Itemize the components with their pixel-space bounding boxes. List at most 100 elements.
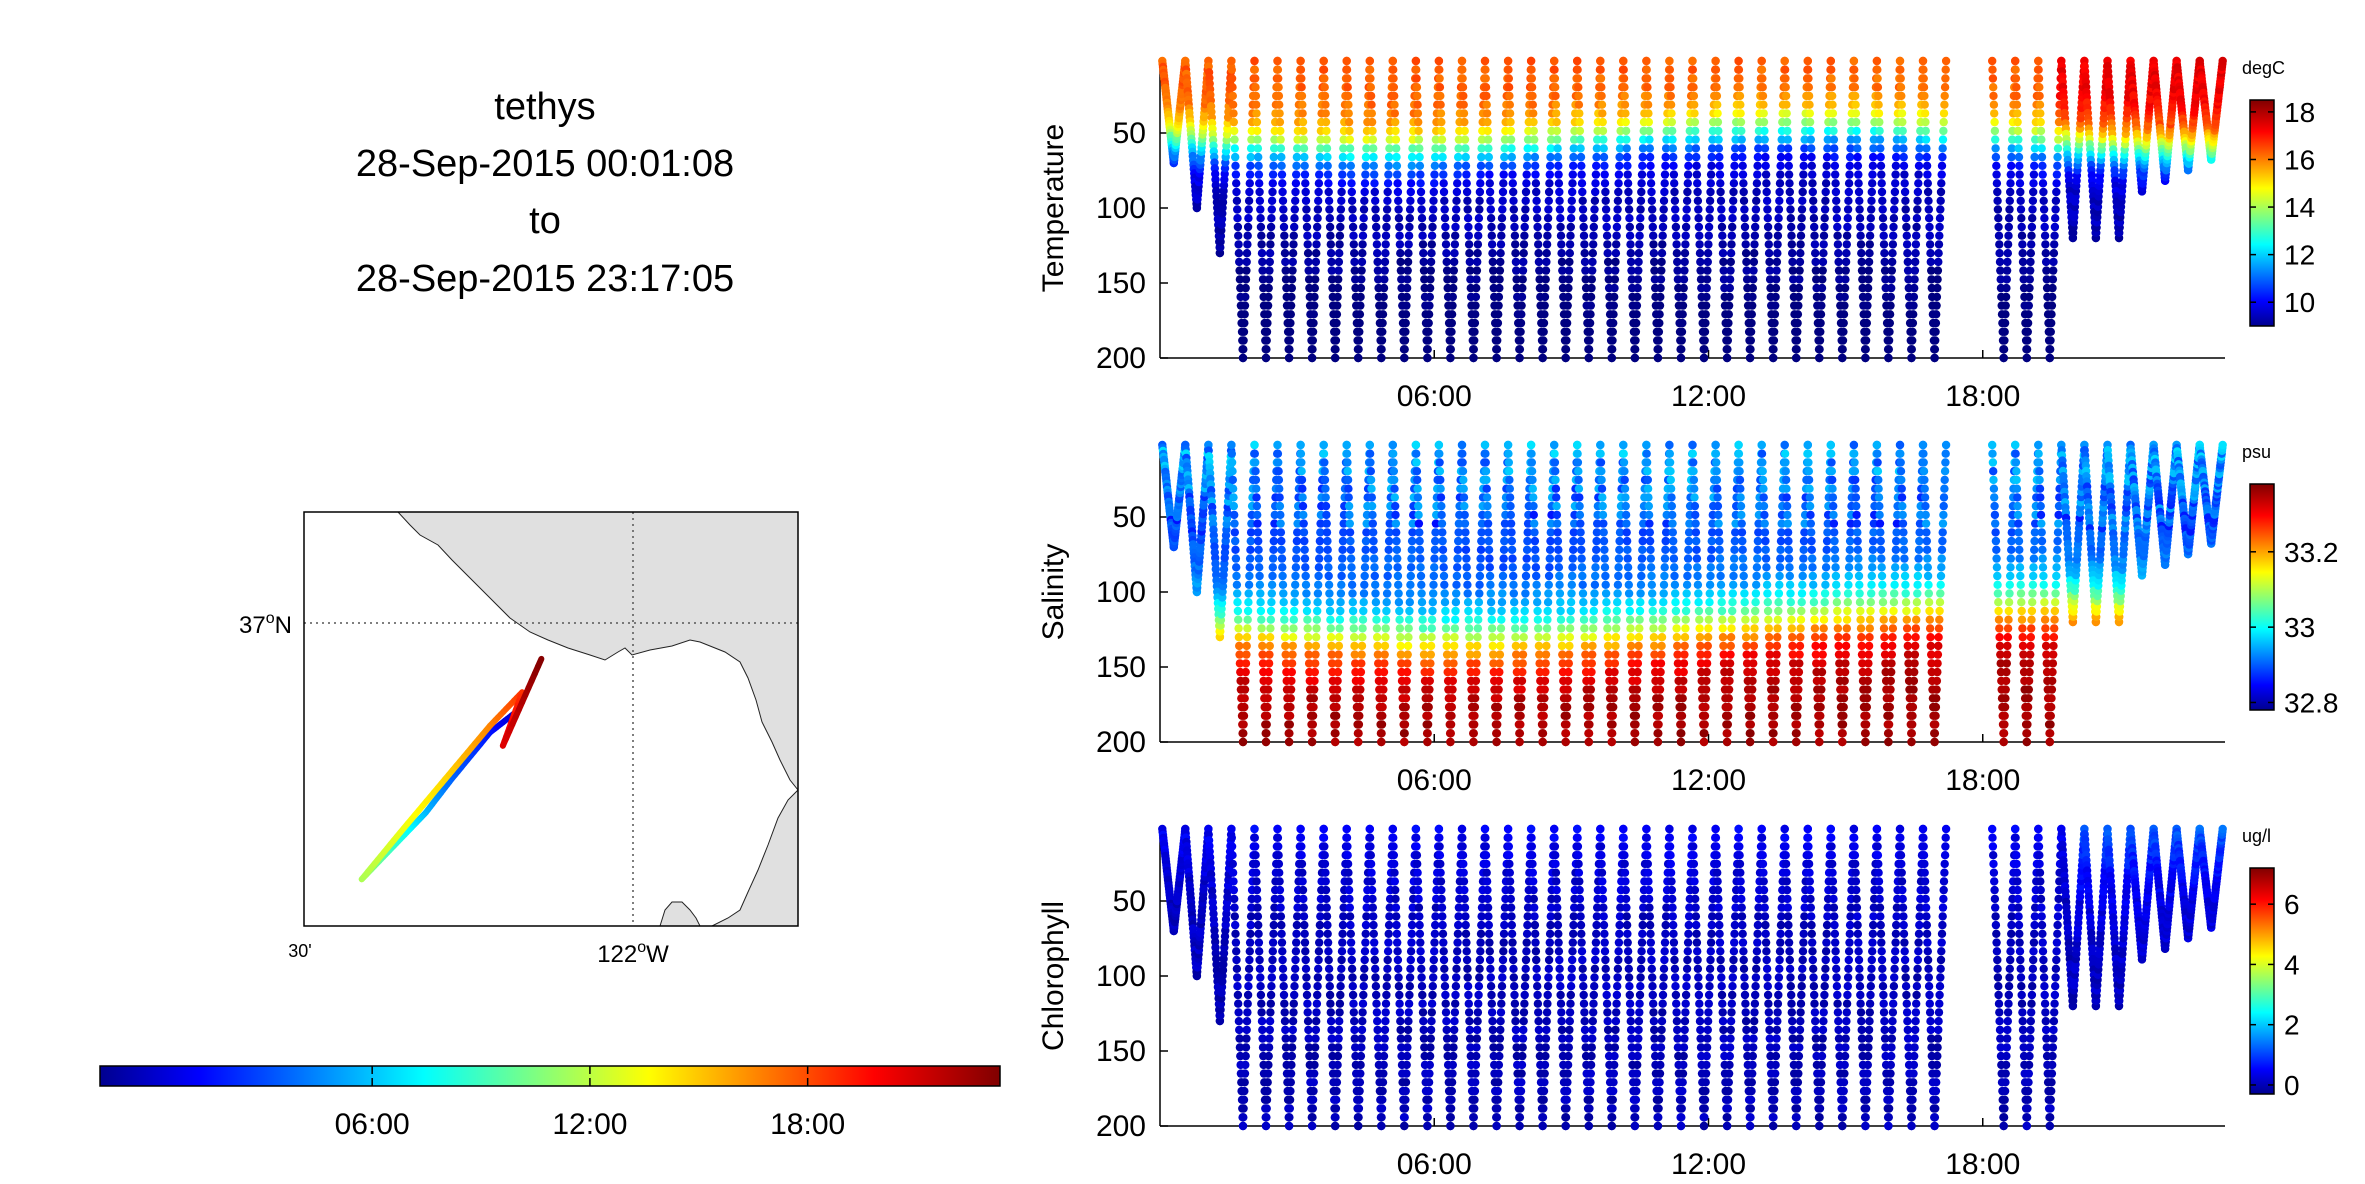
profile-point	[1938, 144, 1947, 153]
profile-point	[1405, 598, 1415, 607]
profile-point	[1637, 179, 1646, 188]
profile-point	[1772, 266, 1781, 275]
profile-point	[1588, 257, 1597, 267]
profile-point	[1450, 240, 1460, 249]
profile-point	[2004, 231, 2013, 240]
profile-point	[1453, 161, 1463, 170]
profile-point	[1990, 117, 1999, 127]
profile-point	[1239, 345, 1248, 354]
profile-point	[1493, 336, 1502, 345]
profile-point	[1427, 615, 1437, 624]
profile-point	[1413, 100, 1422, 109]
profile-point	[1633, 292, 1642, 302]
profile-point	[1275, 484, 1284, 493]
profile-point	[1615, 152, 1624, 162]
profile-point	[1261, 353, 1271, 363]
profile-point	[1516, 720, 1525, 729]
profile-point	[1763, 222, 1773, 232]
profile-point	[1661, 152, 1670, 162]
profile-point	[1850, 83, 1860, 92]
profile-point	[1563, 685, 1572, 694]
auv-track	[358, 655, 545, 883]
profile-point	[1660, 187, 1669, 197]
profile-point	[1706, 571, 1715, 581]
profile-point	[2017, 214, 2026, 223]
y-axis-label: Temperature	[1037, 124, 1070, 292]
profile-point	[1714, 528, 1724, 537]
profile-point	[1922, 144, 1931, 153]
profile-point	[1635, 624, 1644, 633]
profile-point	[1763, 205, 1772, 214]
profile-point	[1430, 554, 1439, 563]
profile-point	[1366, 91, 1376, 101]
profile-point	[1319, 56, 1328, 66]
profile-point	[1759, 117, 1769, 127]
profile-point	[1678, 301, 1688, 310]
profile-point	[1406, 563, 1416, 572]
profile-point	[1922, 152, 1932, 162]
profile-point	[1321, 100, 1330, 109]
profile-point	[1383, 187, 1392, 197]
profile-point	[1631, 720, 1640, 729]
profile-point	[1759, 100, 1768, 109]
profile-point	[1884, 336, 1894, 345]
profile-point	[1609, 694, 1618, 703]
profile-point	[1482, 475, 1491, 485]
profile-point	[1332, 711, 1341, 720]
profile-point	[1274, 91, 1284, 101]
profile-point	[1473, 624, 1483, 633]
profile-point	[1324, 179, 1333, 188]
profile-point	[1724, 318, 1733, 328]
profile-point	[1452, 580, 1461, 589]
profile-point	[1475, 589, 1484, 598]
profile-point	[1298, 501, 1308, 511]
profile-point	[1424, 310, 1434, 319]
profile-point	[1657, 266, 1666, 275]
profile-point	[1415, 161, 1425, 170]
profile-point	[1585, 318, 1595, 328]
profile-point	[1301, 563, 1310, 572]
profile-point	[1879, 240, 1889, 249]
profile-point	[1337, 179, 1347, 188]
profile-point	[1567, 580, 1577, 589]
profile-point	[1495, 266, 1505, 275]
profile-point	[1519, 249, 1528, 258]
profile-point	[1684, 152, 1694, 162]
profile-point	[1255, 571, 1264, 581]
profile-point	[1793, 318, 1802, 328]
profile-point	[1418, 240, 1428, 249]
start-time: 28-Sep-2015 00:01:08	[355, 143, 735, 185]
profile-point	[1529, 109, 1538, 118]
profile-point	[1331, 353, 1340, 363]
profile-point	[1576, 152, 1586, 162]
profile-point	[1310, 667, 1320, 677]
profile-point	[1232, 187, 1241, 197]
profile-point	[1426, 257, 1436, 267]
profile-point	[1670, 179, 1679, 188]
map-land-point	[659, 901, 701, 926]
profile-point	[1320, 74, 1329, 83]
profile-point	[1438, 161, 1448, 170]
profile-point	[1521, 589, 1530, 598]
profile-point	[1379, 667, 1389, 677]
profile-point	[1331, 729, 1340, 738]
profile-point	[1413, 493, 1423, 502]
profile-point	[1562, 336, 1571, 345]
profile-point	[1395, 624, 1405, 633]
profile-point	[1428, 214, 1438, 223]
profile-point	[1553, 152, 1563, 162]
profile-point	[1598, 117, 1607, 127]
profile-point	[1338, 554, 1347, 563]
profile-point	[1450, 624, 1460, 633]
profile-point	[1534, 641, 1544, 651]
profile-point	[1694, 205, 1703, 214]
profile-point	[1807, 161, 1817, 170]
profile-point	[1307, 353, 1317, 363]
profile-point	[1624, 187, 1633, 197]
profile-point	[1511, 257, 1521, 267]
profile-point	[1645, 519, 1654, 528]
profile-point	[1255, 580, 1265, 589]
profile-point	[1530, 528, 1539, 537]
profile-point	[1551, 83, 1560, 92]
profile-point	[1265, 633, 1275, 642]
